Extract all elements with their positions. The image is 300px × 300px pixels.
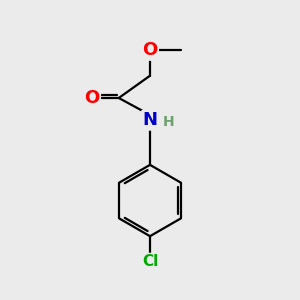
Text: O: O bbox=[84, 89, 100, 107]
Text: Cl: Cl bbox=[142, 254, 158, 269]
Text: H: H bbox=[163, 115, 174, 129]
Text: O: O bbox=[142, 41, 158, 59]
Text: N: N bbox=[142, 111, 158, 129]
